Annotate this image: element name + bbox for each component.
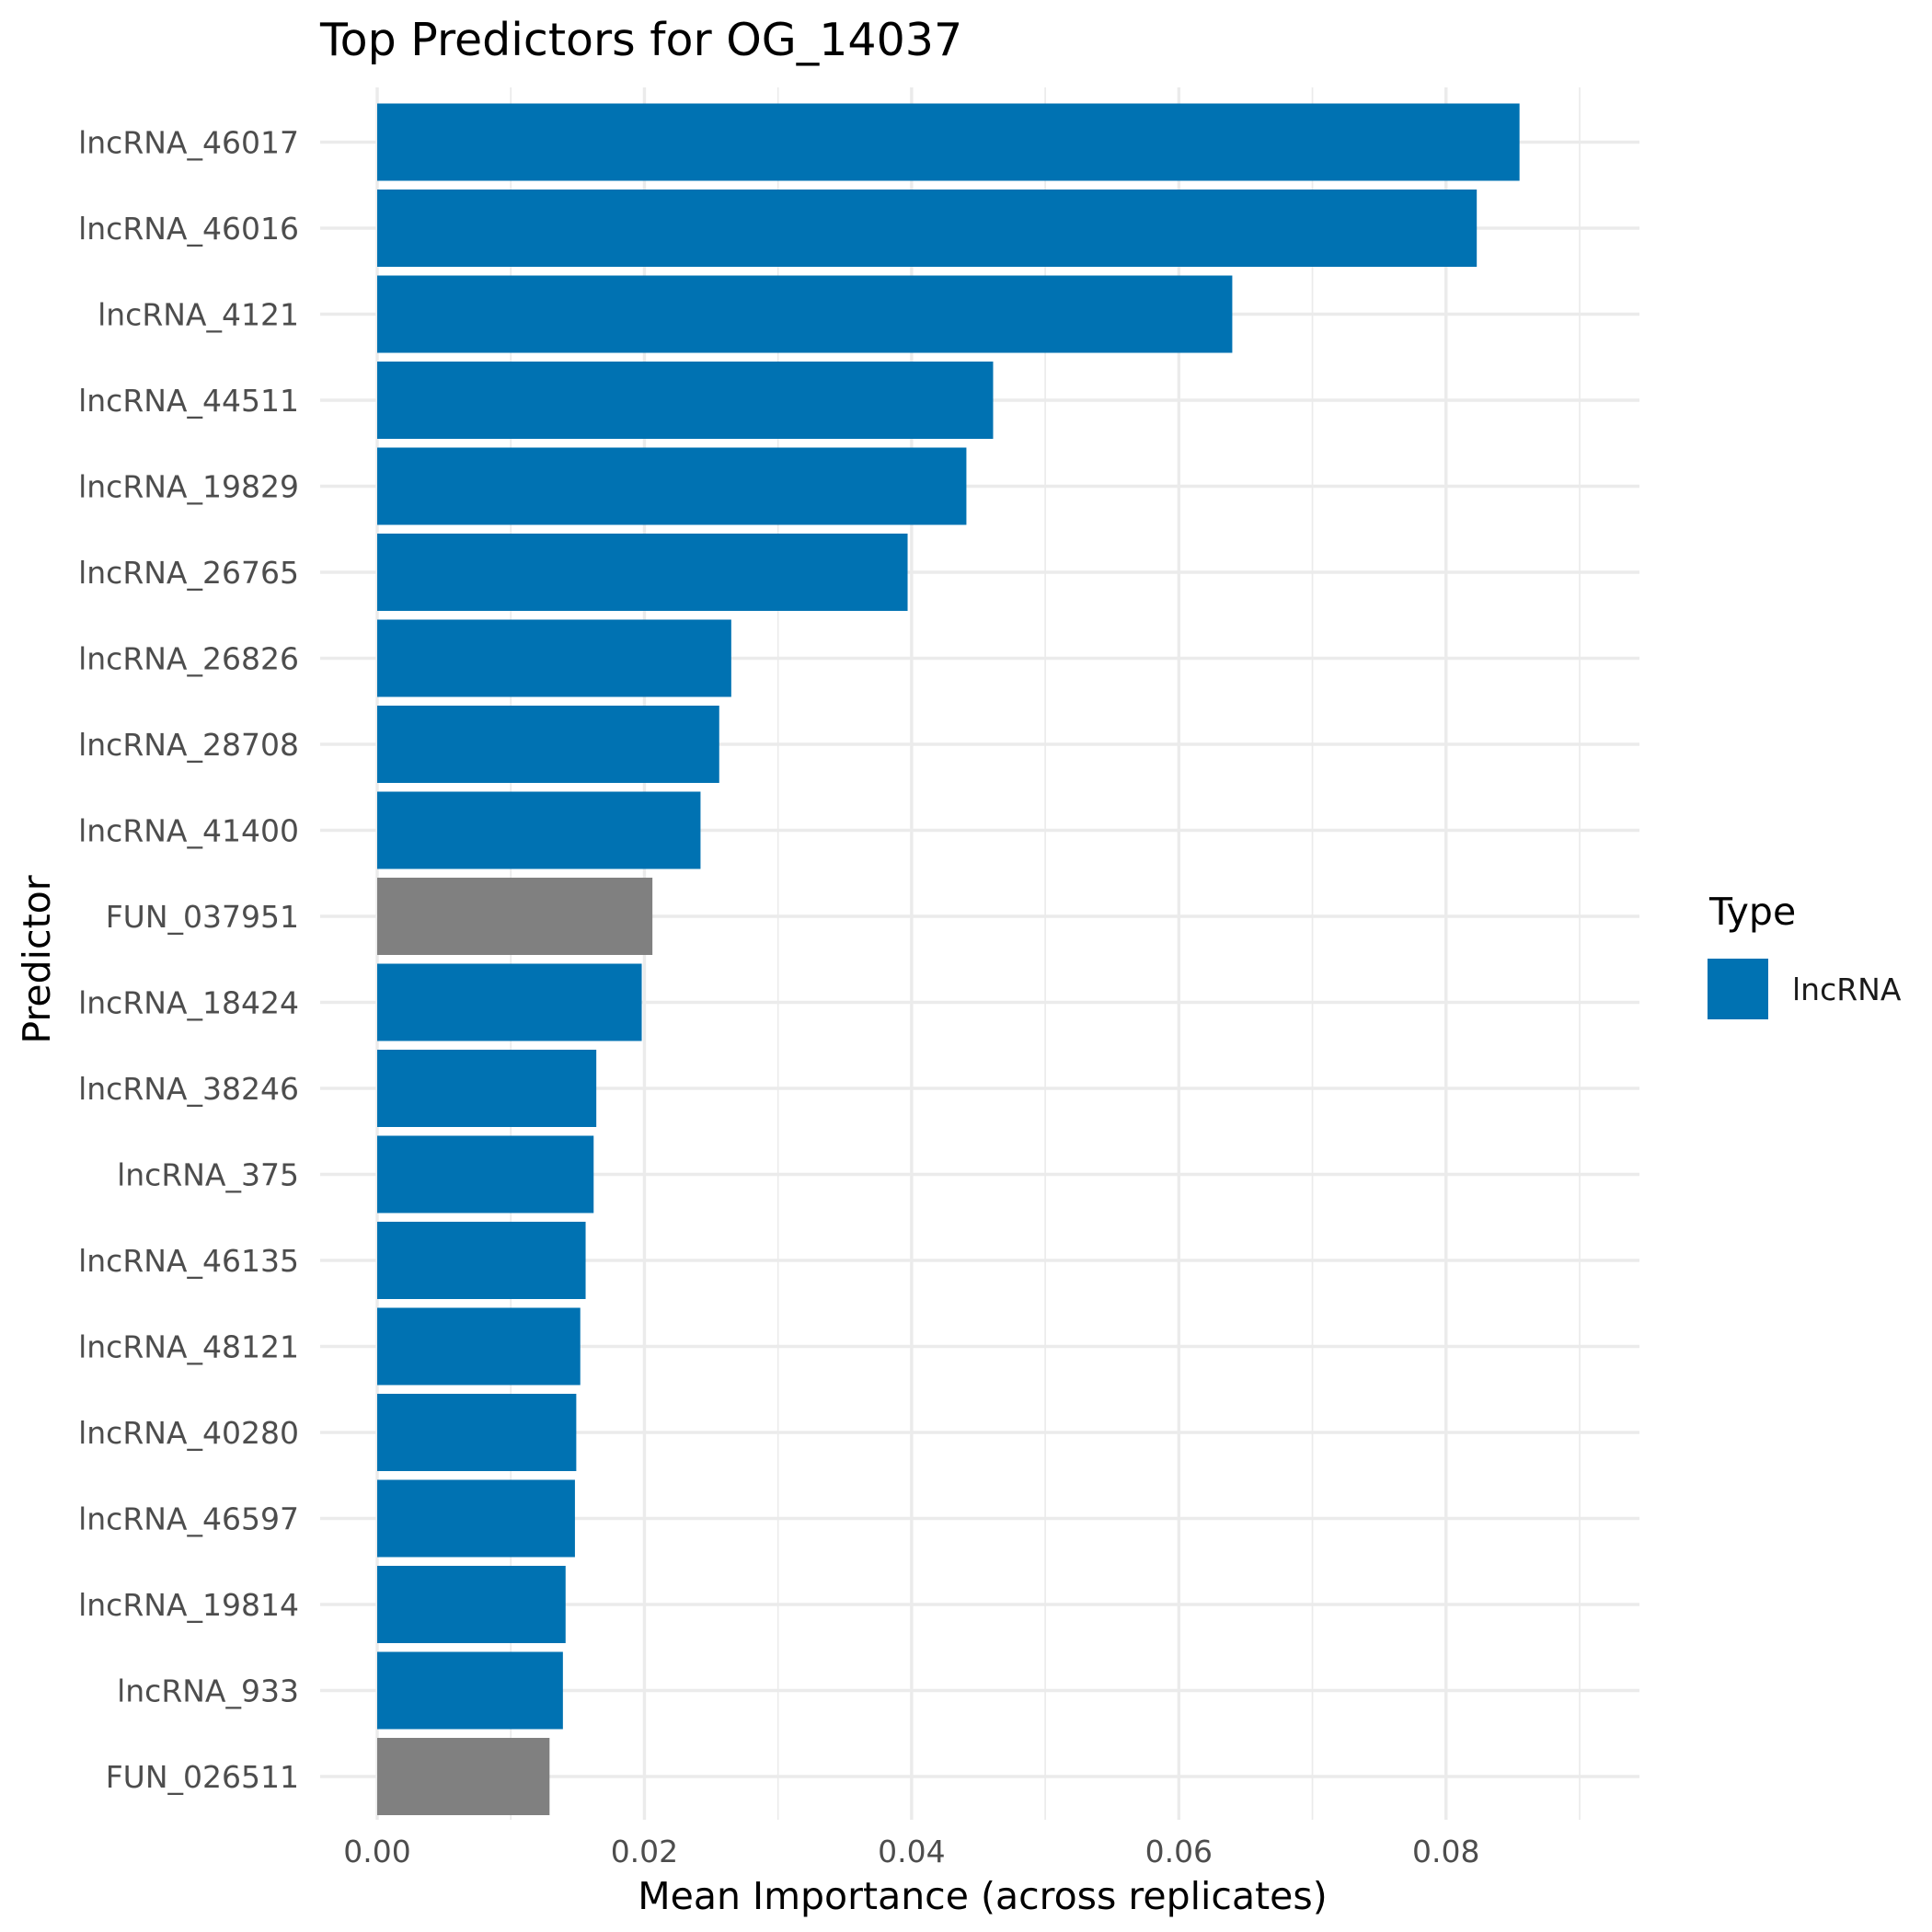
chart-title: Top Predictors for OG_14037 <box>319 14 962 66</box>
y-tick-label: lncRNA_44511 <box>78 383 299 419</box>
bar <box>377 1479 575 1558</box>
bar <box>377 447 967 525</box>
y-tick-label: lncRNA_18424 <box>78 985 299 1021</box>
y-tick-label: lncRNA_46597 <box>78 1501 299 1537</box>
y-tick-label: lncRNA_26765 <box>78 555 299 591</box>
y-tick-label: lncRNA_375 <box>117 1157 299 1193</box>
y-axis-ticks: lncRNA_46017 lncRNA_46016 lncRNA_4121 lncRN… <box>78 125 299 1796</box>
x-tick-label: 0.08 <box>1412 1834 1479 1869</box>
bar <box>377 878 653 955</box>
y-tick-label: lncRNA_46135 <box>78 1243 299 1279</box>
bar <box>377 534 908 611</box>
y-tick-label: lncRNA_46017 <box>78 125 299 161</box>
bars <box>377 103 1520 1815</box>
legend-key <box>1708 959 1768 1019</box>
bar <box>377 706 719 783</box>
y-tick-label: lncRNA_19829 <box>78 469 299 505</box>
bar <box>377 1135 594 1213</box>
bar <box>377 190 1478 267</box>
x-axis-title: Mean Importance (across replicates) <box>638 1874 1328 1918</box>
bar <box>377 275 1233 353</box>
bar <box>377 1307 581 1386</box>
bar <box>377 619 731 697</box>
y-tick-label: lncRNA_19814 <box>78 1587 299 1623</box>
x-tick-label: 0.02 <box>611 1834 678 1869</box>
bar <box>377 1651 563 1730</box>
y-tick-label: lncRNA_933 <box>117 1673 299 1709</box>
x-tick-label: 0.04 <box>878 1834 945 1869</box>
y-tick-label: lncRNA_26826 <box>78 641 299 677</box>
y-tick-label: lncRNA_28708 <box>78 727 299 763</box>
y-tick-label: lncRNA_46016 <box>78 211 299 247</box>
bar <box>377 1566 566 1643</box>
y-tick-label: lncRNA_38246 <box>78 1071 299 1107</box>
bar <box>377 362 994 439</box>
legend-label: lncRNA <box>1792 972 1902 1007</box>
x-tick-label: 0.06 <box>1145 1834 1213 1869</box>
bar <box>377 1394 577 1471</box>
legend-title: Type <box>1708 890 1796 934</box>
x-axis-ticks: 0.00 0.02 0.04 0.06 0.08 <box>343 1834 1479 1869</box>
bar <box>377 963 642 1041</box>
bar <box>377 1050 597 1127</box>
y-tick-label: lncRNA_40280 <box>78 1415 299 1451</box>
y-tick-label: lncRNA_41400 <box>78 813 299 849</box>
legend: Type lncRNA <box>1708 890 1902 1019</box>
y-axis-title: Predictor <box>15 875 59 1043</box>
y-tick-label: FUN_026511 <box>106 1759 299 1795</box>
y-tick-label: lncRNA_4121 <box>98 297 299 333</box>
y-tick-label: FUN_037951 <box>106 899 299 935</box>
bar <box>377 1738 550 1815</box>
bar <box>377 1222 586 1299</box>
y-tick-label: lncRNA_48121 <box>78 1329 299 1365</box>
bar <box>377 103 1520 181</box>
x-tick-label: 0.00 <box>343 1834 410 1869</box>
bar <box>377 791 701 869</box>
